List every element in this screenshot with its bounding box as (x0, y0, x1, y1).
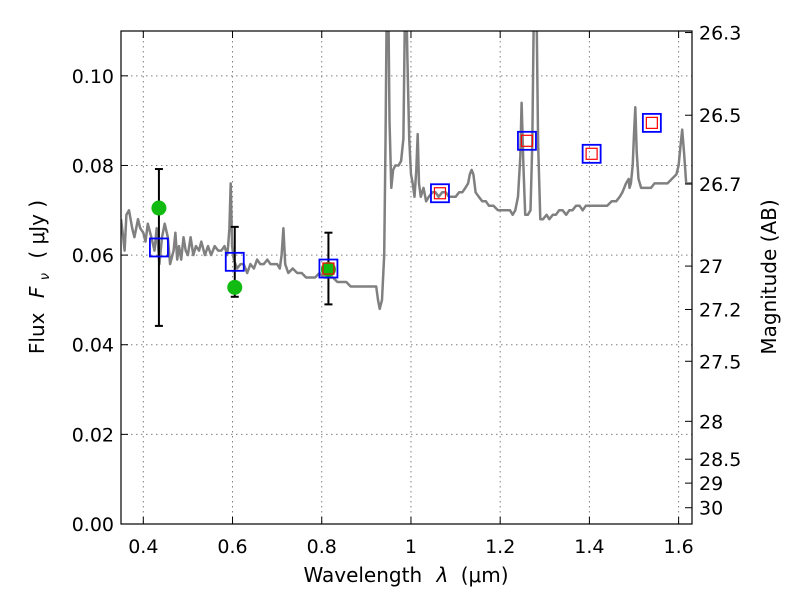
x-tick-label: 0.8 (307, 536, 337, 558)
y-axis-label-symbol: F (25, 286, 49, 298)
x-tick-label: 0.6 (217, 536, 247, 558)
y2-axis-label: Magnitude (AB) (757, 199, 781, 354)
plot-background (121, 31, 692, 524)
y-axis-label-unit: ( μJy ) (25, 200, 49, 259)
y2-tick-label: 29 (699, 473, 723, 495)
axis-ticks (121, 31, 692, 525)
data-point-square-inner (645, 116, 658, 129)
data-point-square-inner (520, 134, 534, 147)
x-axis-label: Wavelength λ (μm) (303, 563, 508, 587)
data-point-square (581, 143, 602, 164)
error-bars (154, 168, 333, 327)
x-axis-label-lambda: λ (436, 563, 449, 587)
y-tick-label: 0.06 (72, 245, 114, 267)
y-axis-label-sub: ν (38, 273, 53, 280)
circle-markers (151, 200, 336, 295)
y-tick-label: 0.10 (72, 66, 114, 88)
data-point-circle (320, 261, 336, 277)
y2-tick-label: 27 (699, 256, 723, 278)
y2-tick-label: 26.5 (699, 105, 741, 127)
data-point-square (149, 237, 169, 258)
data-point-square (641, 112, 662, 133)
data-point-circle (151, 200, 167, 216)
x-tick-label: 1 (405, 536, 417, 558)
data-point-square-inner (433, 187, 447, 200)
y2-tick-label: 27.2 (699, 299, 741, 321)
y2-tick-label: 27.5 (699, 351, 741, 373)
x-tick-label: 1.4 (574, 536, 604, 558)
y-axis-label: Flux F ν ( μJy ) (25, 200, 54, 354)
y2-tick-label: 26.3 (699, 23, 741, 45)
data-point-square (224, 251, 245, 272)
y-axis-label-text: Flux (25, 312, 49, 354)
y2-tick-label: 30 (699, 498, 723, 520)
data-point-square (430, 183, 450, 204)
x-tick-label: 0.4 (128, 536, 158, 558)
x-axis-label-unit: (μm) (461, 563, 509, 587)
y-tick-label: 0.00 (72, 514, 114, 536)
x-tick-label: 1.2 (485, 536, 515, 558)
data-point-square-inner (585, 147, 598, 160)
data-point-square (318, 258, 339, 279)
y-tick-label: 0.02 (72, 424, 114, 446)
plot-frame (120, 30, 693, 525)
y-tick-label: 0.04 (72, 335, 114, 357)
x-tick-label: 1.6 (664, 536, 694, 558)
square-markers (149, 112, 662, 279)
y2-tick-label: 26.7 (699, 174, 741, 196)
y2-tick-label: 28 (699, 411, 723, 433)
data-point-square (517, 130, 537, 151)
y2-tick-label: 28.5 (699, 449, 741, 471)
x-axis-label-text: Wavelength (303, 563, 422, 587)
y-tick-label: 0.08 (72, 155, 114, 177)
data-point-square-inner (322, 262, 335, 275)
spectrum-line (121, 31, 692, 311)
data-point-circle (227, 279, 243, 295)
